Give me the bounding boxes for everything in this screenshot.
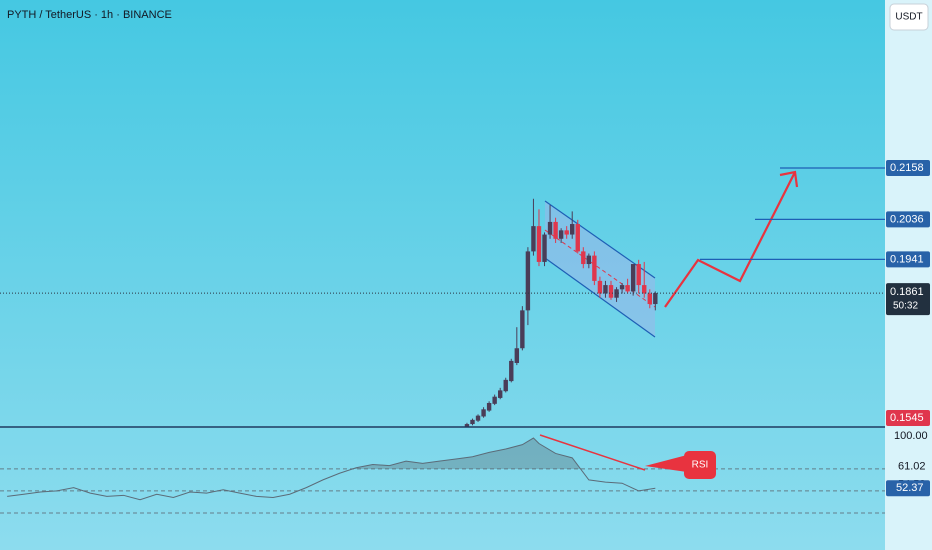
candle-body [592, 255, 597, 281]
candle-body [647, 293, 652, 305]
candle-body [619, 285, 625, 290]
rsi-overbought-fill [352, 438, 581, 469]
candle-body [464, 424, 470, 427]
level-badge [886, 160, 930, 177]
last-price-badge [886, 283, 930, 316]
price-axis-panel [885, 0, 932, 550]
candle-body [581, 251, 586, 265]
rsi-last-label: 52.37 [896, 482, 924, 494]
level-label: 0.1941 [890, 253, 924, 265]
projection-arrow [664, 171, 796, 308]
chart-title: PYTH / TetherUS · 1h · BINANCE [7, 9, 172, 21]
rsi-callout [684, 451, 716, 479]
candle-body [525, 251, 531, 311]
candle-body [614, 289, 619, 298]
rsi-tick-label: 100.00 [894, 430, 928, 442]
candle-body [470, 419, 475, 425]
candle-body [486, 402, 492, 411]
rsi-line [7, 437, 656, 501]
rsi-callout-tail [645, 455, 687, 472]
arrow-head [779, 170, 799, 188]
candle-body [597, 280, 603, 294]
candle-body [653, 293, 658, 305]
candle-body [514, 348, 520, 363]
candle-body [558, 230, 564, 239]
channel-mid [544, 229, 656, 308]
candle-body [520, 310, 525, 349]
candle-body [531, 226, 536, 252]
rsi-trend [539, 434, 646, 471]
level-badge [886, 251, 930, 268]
low-badge [886, 410, 930, 426]
currency: USDT [895, 12, 922, 23]
candle-body [497, 390, 503, 398]
candle-body [575, 224, 580, 252]
rsi-marker-label: 61.02 [898, 461, 926, 473]
candle-body [608, 285, 614, 298]
level-label: 0.2036 [890, 213, 924, 225]
candle-body [642, 285, 647, 294]
candle-body [603, 285, 608, 294]
candle-body [547, 221, 553, 235]
candle-body [492, 396, 497, 404]
candle-body [509, 360, 514, 382]
candle-body [481, 409, 486, 417]
rsi-last-badge [886, 480, 930, 497]
countdown: 50:32 [893, 301, 918, 312]
candle-body [542, 234, 547, 262]
candle-body [636, 264, 641, 286]
candle-body [586, 255, 592, 265]
candle-body [536, 226, 542, 262]
level-badge [886, 211, 930, 228]
last-price-label: 0.1861 [890, 286, 924, 298]
candle-body [625, 285, 630, 292]
candle-body [570, 224, 575, 235]
low-label: 0.1545 [890, 412, 924, 424]
rsi-callout-text: RSI [692, 460, 709, 471]
candle-body [503, 379, 508, 392]
candle-body [564, 230, 569, 235]
currency-box[interactable] [889, 3, 929, 31]
candle-body [475, 415, 481, 421]
candle-body [553, 221, 558, 239]
candle-body [630, 264, 636, 292]
level-label: 0.2158 [890, 162, 924, 174]
